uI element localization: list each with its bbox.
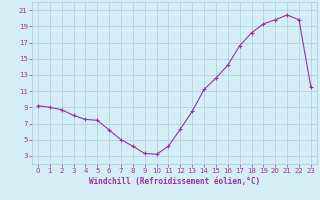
X-axis label: Windchill (Refroidissement éolien,°C): Windchill (Refroidissement éolien,°C)	[89, 177, 260, 186]
